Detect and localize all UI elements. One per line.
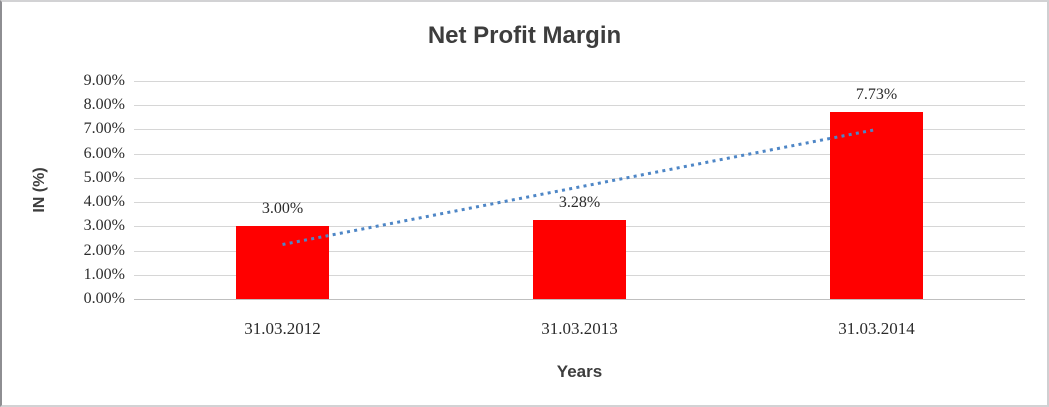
y-tick-label: 2.00% bbox=[83, 241, 125, 259]
bar-31.03.2014[interactable] bbox=[830, 111, 923, 299]
chart-title: Net Profit Margin bbox=[427, 22, 622, 49]
y-tick-label: 6.00% bbox=[83, 144, 125, 162]
gridline bbox=[134, 81, 1025, 82]
y-tick-label: 5.00% bbox=[83, 168, 125, 186]
x-category-label: 31.03.2014 bbox=[838, 319, 915, 338]
trendline[interactable] bbox=[282, 127, 877, 246]
gridline bbox=[134, 202, 1025, 204]
bar-31.03.2013[interactable] bbox=[533, 219, 626, 299]
bar-31.03.2012[interactable] bbox=[236, 226, 329, 299]
y-tick-label: 1.00% bbox=[83, 265, 125, 283]
x-category-label: 31.03.2013 bbox=[541, 319, 618, 338]
y-tick-label: 4.00% bbox=[83, 193, 125, 211]
y-tick-label: 8.00% bbox=[83, 96, 125, 114]
data-label: 3.00% bbox=[261, 200, 304, 218]
gridline bbox=[134, 177, 1025, 179]
y-tick-label: 0.00% bbox=[83, 290, 125, 307]
y-tick-label: 9.00% bbox=[83, 72, 125, 89]
gridline bbox=[134, 105, 1025, 107]
x-axis-line bbox=[134, 299, 1025, 300]
y-axis-title: IN (%) bbox=[31, 167, 48, 213]
y-tick-label: 3.00% bbox=[83, 217, 125, 235]
x-category-label: 31.03.2012 bbox=[244, 319, 321, 338]
data-label: 7.73% bbox=[855, 85, 898, 103]
gridline bbox=[134, 129, 1025, 131]
data-label: 3.28% bbox=[558, 193, 601, 211]
gridline bbox=[134, 153, 1025, 155]
y-tick-label: 7.00% bbox=[83, 120, 125, 138]
x-axis-title: Years bbox=[556, 362, 603, 381]
